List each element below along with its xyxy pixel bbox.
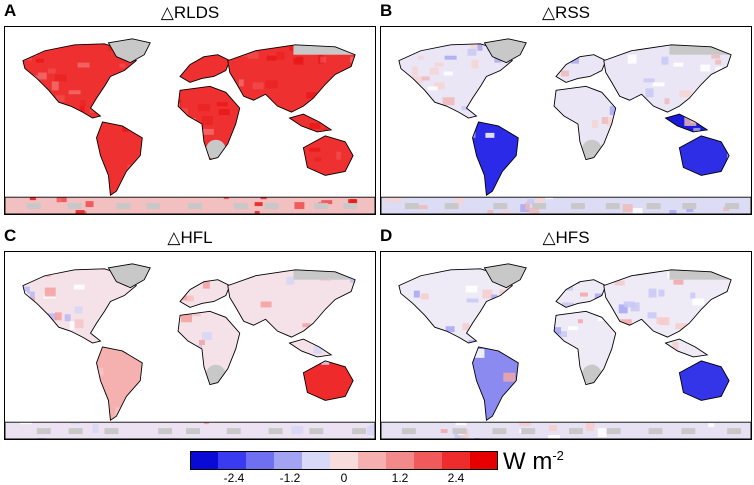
colorbar-swatch (470, 451, 498, 470)
coastline-africa (553, 85, 617, 161)
land-antarctica (5, 422, 375, 439)
colorbar-unit-label: W m-2 (503, 448, 564, 476)
coastline-africa (553, 310, 617, 386)
colorbar-unit-exponent: -2 (552, 448, 564, 463)
coastline-samerica (96, 346, 143, 421)
coastline-samerica (472, 346, 519, 421)
colorbar-tick-label: 2.4 (447, 471, 465, 485)
coastline-greenland (483, 263, 527, 289)
coastline-antarctica (381, 421, 751, 439)
land-antarctica (381, 197, 751, 214)
coastline-namerica (22, 268, 137, 344)
land-greenland (108, 263, 151, 288)
panel-letter-a: A (4, 1, 17, 20)
coastline-europe (555, 279, 607, 308)
colorbar-swatch (414, 451, 443, 470)
coastline-seasia (288, 338, 333, 358)
coastline-europe (179, 279, 231, 308)
panel-title-d: △HFS (542, 228, 590, 247)
coastline-antarctica (381, 196, 751, 214)
coastline-asia (603, 44, 732, 113)
coastline-greenland (107, 38, 151, 64)
panel-title-c: △HFL (167, 228, 213, 247)
panel-title-b: △RSS (541, 3, 591, 22)
map-b (380, 26, 752, 215)
coastline-seasia (664, 338, 709, 358)
land-greenland (108, 38, 151, 63)
map-d (380, 251, 752, 440)
colorbar-swatch (302, 451, 331, 470)
coastline-samerica (472, 121, 519, 196)
panel-title-a: △RLDS (160, 3, 220, 22)
colorbar-swatch (274, 451, 303, 470)
coastline-asia (227, 44, 356, 113)
coastline-asia (227, 269, 356, 338)
coastline-namerica (398, 268, 513, 344)
coastline-greenland (107, 263, 151, 289)
coastline-europe (555, 54, 607, 83)
colorbar-swatch (190, 451, 219, 470)
colorbar-swatch (442, 451, 471, 470)
land-antarctica (381, 422, 751, 439)
map-c (4, 251, 376, 440)
coastline-seasia (288, 113, 333, 133)
land-greenland (484, 263, 527, 288)
colorbar-swatch (358, 451, 387, 470)
coastline-australia (678, 135, 730, 176)
colorbar-swatch (330, 451, 359, 470)
coastline-antarctica (5, 196, 375, 214)
colorbar-tick-label: 0 (340, 471, 348, 485)
colorbar-unit-base: W m (503, 448, 553, 475)
panel-letter-b: B (380, 1, 393, 20)
coastline-africa (177, 310, 241, 386)
colorbar-tick-label: -1.2 (279, 471, 301, 485)
coastline-antarctica (5, 421, 375, 439)
coastline-africa (177, 85, 241, 161)
coastline-australia (302, 135, 354, 176)
colorbar (190, 451, 498, 470)
coastline-europe (179, 54, 231, 83)
colorbar-swatch (246, 451, 275, 470)
land-antarctica (5, 197, 375, 214)
colorbar-tick-label: -2.4 (223, 471, 245, 485)
land-greenland (484, 38, 527, 63)
coastline-asia (603, 269, 732, 338)
coastline-greenland (483, 38, 527, 64)
coastline-namerica (398, 43, 513, 119)
colorbar-swatch (218, 451, 247, 470)
panel-letter-c: C (4, 226, 17, 245)
coastline-seasia (664, 113, 709, 133)
coastline-australia (678, 360, 730, 401)
coastline-samerica (96, 121, 143, 196)
panel-letter-d: D (380, 226, 393, 245)
coastline-namerica (22, 43, 137, 119)
coastline-australia (302, 360, 354, 401)
colorbar-tick-label: 1.2 (391, 471, 409, 485)
map-a (4, 26, 376, 215)
colorbar-swatch (386, 451, 415, 470)
